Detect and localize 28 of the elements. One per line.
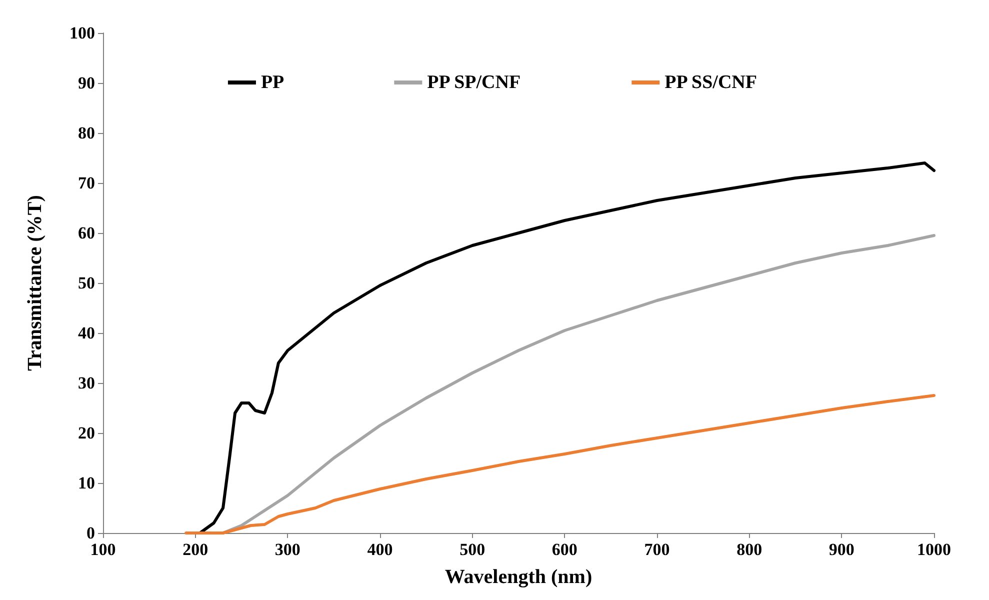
y-tick-label: 80 <box>78 124 95 142</box>
x-tick-label: 500 <box>460 540 486 559</box>
y-tick-label: 40 <box>78 324 95 342</box>
y-axis-title: Transmittance (%T) <box>24 195 46 371</box>
x-tick-label: 800 <box>736 540 762 559</box>
x-tick-label: 1000 <box>917 540 951 559</box>
y-tick-label: 10 <box>78 474 95 492</box>
legend-label: PP SP/CNF <box>427 72 521 93</box>
legend-label: PP SS/CNF <box>664 72 757 93</box>
x-axis-title: Wavelength (nm) <box>444 566 592 588</box>
x-tick-label: 600 <box>552 540 578 559</box>
legend-label: PP <box>260 72 285 93</box>
y-tick-label: 50 <box>78 274 95 292</box>
y-tick-label: 20 <box>78 424 95 442</box>
y-tick-label: 90 <box>78 74 95 92</box>
y-tick-label: 70 <box>78 174 95 192</box>
y-tick-label: 30 <box>78 374 95 392</box>
line-series <box>184 394 936 534</box>
x-tick-label: 300 <box>274 540 300 559</box>
y-tick-label: 0 <box>86 524 95 542</box>
line-series <box>198 162 936 534</box>
x-tick-label: 200 <box>182 540 208 559</box>
x-tick-label: 100 <box>90 540 116 559</box>
x-tick-label: 700 <box>644 540 670 559</box>
x-tick-label: 900 <box>828 540 854 559</box>
y-tick-label: 100 <box>70 24 95 42</box>
y-tick-label: 60 <box>78 224 95 242</box>
x-tick-label: 400 <box>367 540 393 559</box>
